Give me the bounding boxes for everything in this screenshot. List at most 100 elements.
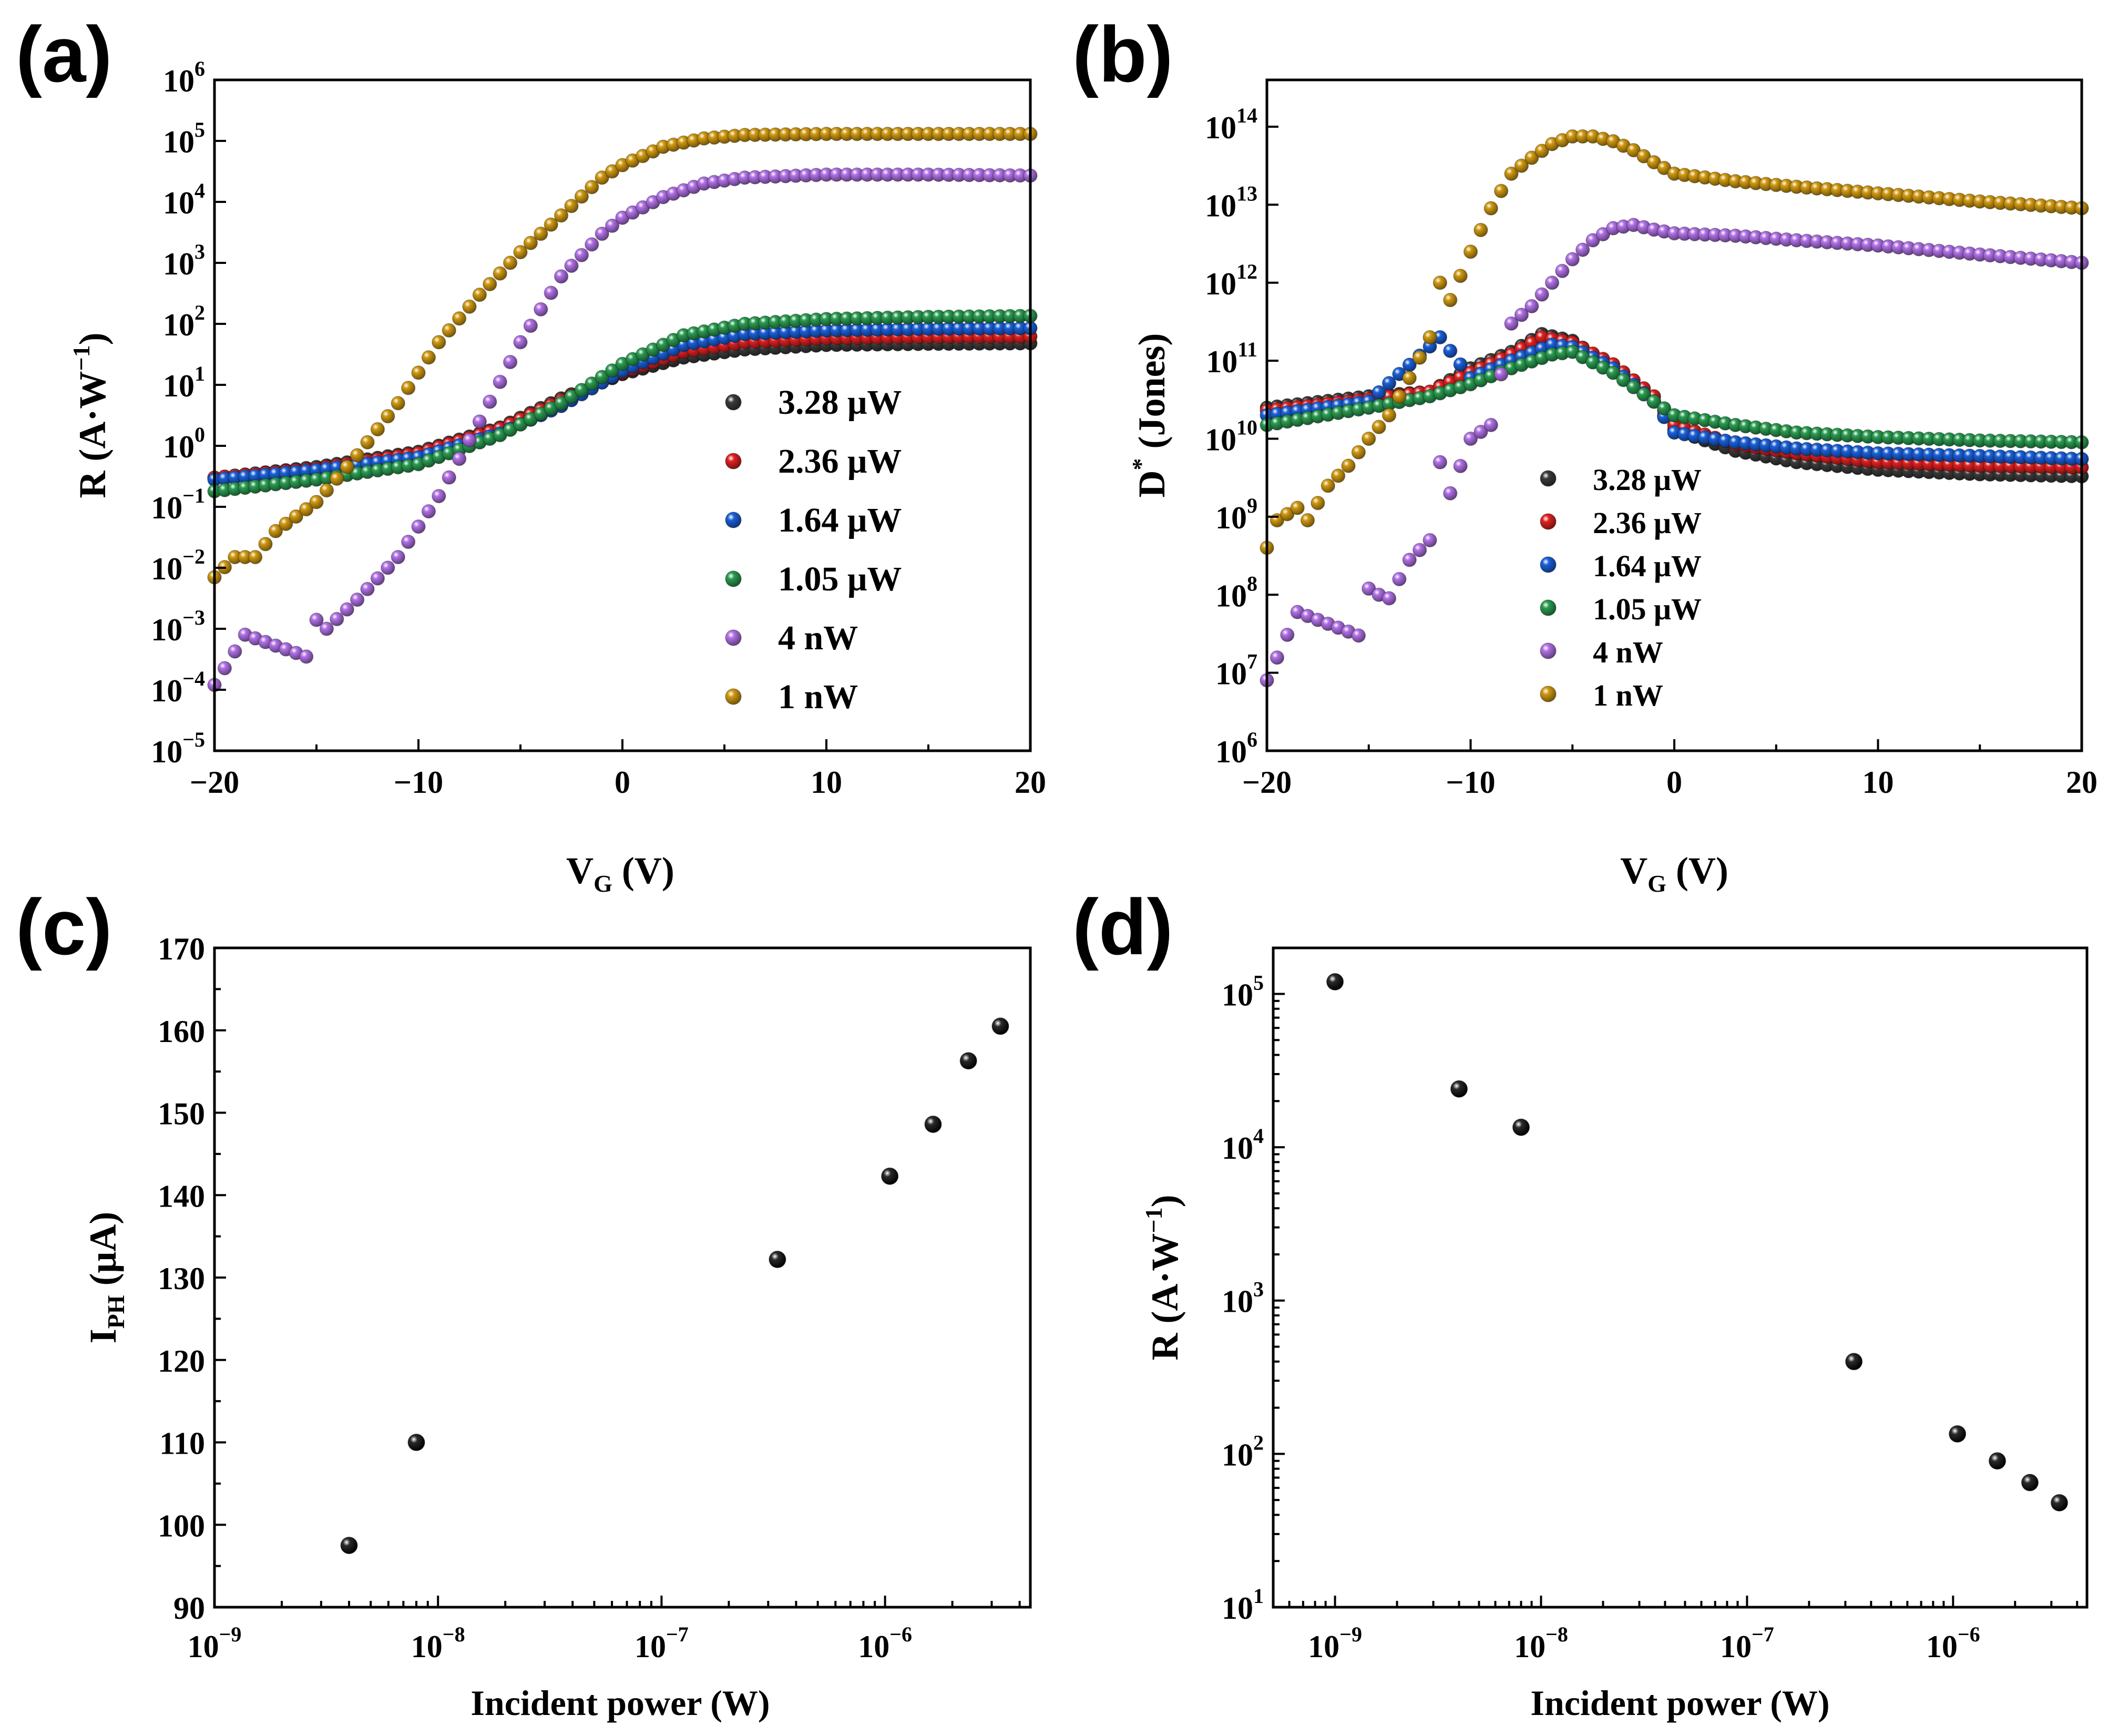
- series-4nW-point: [574, 248, 589, 262]
- data-points-point: [1948, 1425, 1967, 1443]
- series-4nW-point: [595, 226, 609, 241]
- series-1.05W-point: [1656, 401, 1672, 416]
- series-1.05W-point: [585, 376, 599, 391]
- legend-marker: [725, 688, 742, 705]
- y-tick-label: 109: [1215, 494, 1257, 535]
- panel-label: (b): [1072, 10, 1173, 98]
- y-tick-label: 103: [1222, 1278, 1264, 1319]
- series-4nW-point: [1382, 591, 1397, 606]
- series-1nW-point: [1534, 144, 1549, 158]
- y-tick-label: 10−1: [151, 484, 205, 525]
- series-4nW-point: [432, 488, 446, 504]
- series-4nW-point: [1362, 581, 1376, 596]
- series-4nW-point: [421, 504, 436, 519]
- x-axis-title: Incident power (W): [1530, 1683, 1829, 1723]
- legend-marker: [1540, 470, 1557, 487]
- series-4nW-point: [1524, 299, 1539, 314]
- legend-marker: [725, 570, 742, 587]
- series-1nW-point: [421, 350, 436, 365]
- series-1nW-point: [523, 236, 538, 250]
- panel-label: (a): [16, 10, 112, 98]
- series-4nW-point: [462, 433, 477, 448]
- series-1nW-point: [544, 217, 558, 232]
- y-tick-label: 106: [1215, 728, 1257, 769]
- x-tick-label: 10−8: [1514, 1622, 1568, 1664]
- series-4nW-point: [1402, 553, 1417, 567]
- x-tick-label: 10−6: [1926, 1622, 1980, 1664]
- y-tick-label: 10−5: [151, 728, 205, 769]
- series-1.05W-point: [605, 363, 620, 378]
- series-4nW: [1260, 218, 2089, 688]
- series-4nW-point: [523, 318, 538, 333]
- series-4nW-point: [299, 649, 314, 664]
- data-points-point: [2021, 1474, 2039, 1492]
- series-1nW-point: [442, 323, 456, 338]
- y-tick-label: 90: [173, 1591, 205, 1626]
- series-4nW-point: [411, 519, 426, 534]
- x-tick-label: 10−9: [188, 1622, 242, 1664]
- series-4nW-point: [1555, 263, 1570, 279]
- series-4nW-point: [1432, 455, 1448, 469]
- series-1nW-point: [472, 287, 487, 302]
- data-points-point: [1512, 1118, 1530, 1136]
- series-1nW-point: [1524, 150, 1539, 165]
- y-tick-label: 1010: [1205, 416, 1257, 457]
- series-1nW-point: [309, 495, 324, 509]
- series-4nW-point: [564, 258, 579, 273]
- data-points-point: [1845, 1353, 1863, 1371]
- x-tick-label: 10: [811, 765, 842, 800]
- series-1nW-point: [452, 311, 467, 326]
- series-1nW-point: [1300, 513, 1315, 528]
- series-4nW-point: [1575, 242, 1590, 257]
- y-tick-label: 105: [163, 118, 205, 159]
- legend-label: 4 nW: [778, 619, 858, 657]
- series-4nW-point: [472, 414, 487, 429]
- series-1nW-point: [1341, 458, 1356, 473]
- y-tick-label: 108: [1215, 571, 1257, 613]
- series-1nW-point: [564, 199, 579, 213]
- y-tick-label: 104: [163, 179, 205, 220]
- series-1.05W: [1260, 344, 2089, 450]
- series-4nW-point: [340, 602, 354, 617]
- x-axis-title: VG (V): [1620, 850, 1728, 897]
- y-tick-label: 1014: [1205, 104, 1257, 145]
- panel-b: (b) −20 −10 0 10 20 106 107 108 109 1010 1011 1012 10…: [1072, 10, 2097, 897]
- series-1nW: [207, 127, 1038, 585]
- series-4nW-point: [217, 661, 232, 676]
- series-1nW-point: [248, 549, 263, 565]
- y-tick-label: 102: [1222, 1431, 1264, 1472]
- x-tick-label: 10−7: [635, 1622, 689, 1664]
- series-4nW-point: [391, 549, 405, 565]
- legend-label: 1.05 μW: [778, 560, 902, 598]
- series-1.05W-point: [554, 396, 569, 411]
- series-1nW-point: [595, 170, 609, 185]
- series-4nW-point: [493, 374, 507, 390]
- series-1nW-point: [1473, 222, 1488, 238]
- y-tick-label: 100: [158, 1508, 205, 1543]
- series-1nW-point: [493, 266, 507, 281]
- y-tick-label: 170: [158, 932, 205, 966]
- y-tick-label: 103: [163, 240, 205, 281]
- legend-label: 1 nW: [778, 678, 858, 716]
- series-1nW-point: [1423, 330, 1437, 345]
- series-1nW-point: [350, 448, 365, 463]
- legend-label: 1.64 μW: [1593, 549, 1702, 583]
- series-1.05W: [207, 309, 1038, 499]
- x-tick-label: 10−9: [1308, 1622, 1362, 1664]
- series-1nW-point: [1280, 507, 1295, 522]
- y-axis-title: IPH (μA): [82, 1212, 129, 1344]
- data-points: [340, 1017, 1009, 1555]
- series-1.05W-point: [574, 383, 589, 397]
- series-1nW-point: [1443, 292, 1458, 308]
- series-1.05W-point: [595, 370, 609, 384]
- legend-marker: [1540, 599, 1557, 616]
- series-1nW-point: [1636, 149, 1651, 164]
- y-tick-label: 120: [158, 1344, 205, 1378]
- series-4nW: [207, 167, 1038, 692]
- series-1nW-point: [1351, 445, 1366, 459]
- y-tick-label: 110: [159, 1426, 205, 1461]
- series-1nW-point: [1402, 371, 1417, 385]
- series-1nW-point: [1392, 389, 1407, 404]
- series-4nW-point: [1595, 227, 1611, 242]
- data-points-point: [340, 1536, 358, 1555]
